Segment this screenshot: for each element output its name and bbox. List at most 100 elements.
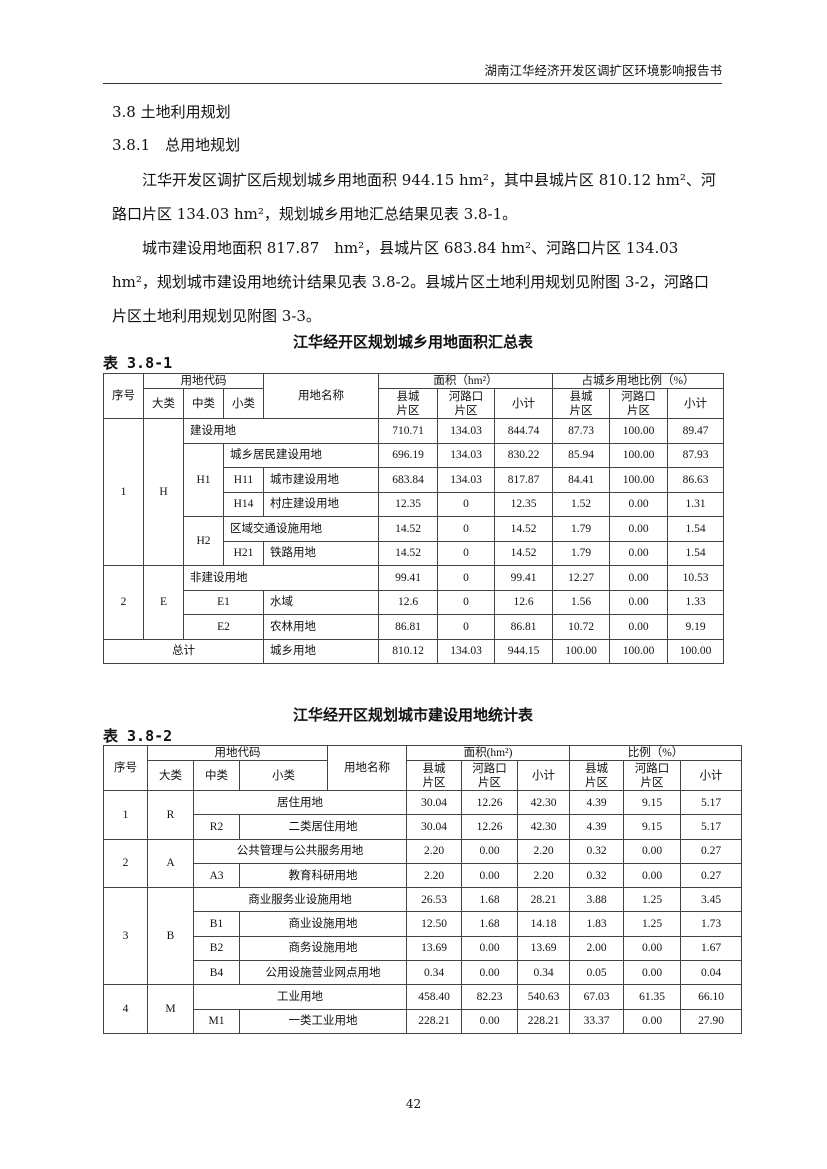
cell-value: 12.26 [461, 814, 518, 840]
cell-value: 9.15 [623, 814, 681, 840]
cell-major: B [147, 887, 194, 986]
cell-value: 2.20 [517, 838, 570, 864]
table-row: E2 农林用地 86.81 0 86.81 10.72 0.00 9.19 [104, 614, 725, 640]
header-ratio: 占城乡用地比例（%） [552, 373, 725, 389]
header-text: 河路口 [621, 390, 656, 403]
header-mid: 中类 [193, 760, 240, 791]
cell-value: 2.20 [406, 862, 462, 889]
cell-value: 100.00 [609, 638, 669, 664]
cell-value: 1.25 [623, 887, 681, 913]
table-row: M1 一类工业用地 228.21 0.00 228.21 33.37 0.00 27.90 [104, 1008, 743, 1034]
cell-value: 67.03 [569, 984, 624, 1010]
cell-value: 0.04 [679, 960, 743, 986]
cell-mid: H1 [183, 442, 224, 517]
cell-value: 12.26 [461, 789, 518, 816]
header-text: 县城 [569, 390, 593, 403]
header-text: 片区 [478, 776, 501, 789]
cell-value: 14.52 [378, 540, 438, 566]
header-text: 河路口 [472, 762, 507, 775]
header-text: 河路口 [634, 762, 670, 775]
cell-value: 33.37 [569, 1008, 624, 1034]
header-text: 片区 [569, 404, 593, 417]
cell-major: E [143, 565, 184, 640]
cell-mid: A3 [193, 862, 240, 889]
table-row: 总计 城乡用地 810.12 134.03 944.15 100.00 100.00 100.… [103, 638, 725, 664]
header-minor: 小类 [223, 388, 264, 419]
header-text: 片区 [585, 776, 608, 789]
header-seq: 序号 [103, 745, 148, 791]
cell-value: 1.31 [667, 491, 725, 517]
cell-value: 1.67 [679, 935, 743, 962]
cell-value: 42.30 [517, 789, 570, 816]
cell-name: 村庄建设用地 [263, 491, 379, 517]
cell-value: 134.03 [437, 638, 495, 664]
cell-value: 540.63 [517, 984, 570, 1010]
cell-value: 61.35 [623, 984, 681, 1010]
cell-value: 14.52 [378, 516, 438, 542]
cell-name: 城乡用地 [263, 638, 379, 664]
table2-number: 表 3.8-2 [103, 727, 173, 745]
cell-value: 1.52 [552, 491, 611, 517]
cell-name: 工业用地 [193, 984, 407, 1010]
cell-value: 2.00 [569, 935, 624, 962]
cell-value: 0 [437, 565, 495, 591]
cell-name: 二类居住用地 [239, 814, 407, 840]
cell-name: 一类工业用地 [239, 1008, 407, 1034]
cell-name: 公用设施营业网点用地 [239, 960, 407, 986]
cell-name: 商务设施用地 [239, 935, 407, 962]
cell-value: 13.69 [517, 935, 570, 962]
cell-value: 0.00 [609, 491, 669, 517]
cell-value: 844.74 [493, 418, 554, 444]
cell-value: 84.41 [552, 467, 611, 493]
cell-value: 9.15 [623, 789, 681, 816]
table1-caption: 江华经开区规划城乡用地面积汇总表 [292, 333, 533, 351]
cell-value: 12.50 [406, 911, 462, 937]
cell-value: 1.79 [552, 516, 611, 542]
cell-value: 0.00 [461, 960, 518, 986]
header-ratio: 比例（%） [568, 745, 743, 761]
cell-value: 82.23 [461, 984, 518, 1010]
table-row: 2 A 公共管理与公共服务用地 2.20 0.00 2.20 0.32 0.00 0.27 [103, 838, 743, 889]
cell-name: 铁路用地 [263, 540, 379, 566]
cell-value: 1.56 [552, 589, 611, 615]
cell-value: 0 [437, 614, 495, 640]
cell-name: 区域交通设施用地 [223, 516, 379, 542]
header-text: 河路口 [448, 390, 484, 403]
cell-value: 458.40 [406, 984, 462, 1010]
table-row: H2 区域交通设施用地 14.52 0 14.52 1.79 0.00 1.54 [104, 516, 725, 566]
cell-seq: 2 [103, 838, 148, 889]
header-major: 大类 [143, 388, 184, 419]
cell-value: 99.41 [378, 565, 438, 591]
cell-value: 1.54 [667, 540, 725, 566]
cell-value: 0.00 [461, 838, 518, 864]
cell-value: 944.15 [493, 638, 554, 664]
cell-value: 0.00 [623, 960, 681, 986]
cell-value: 86.81 [378, 614, 438, 640]
cell-value: 86.63 [667, 467, 725, 493]
cell-mid: H2 [183, 516, 224, 566]
cell-value: 5.17 [679, 814, 743, 840]
cell-value: 100.00 [552, 638, 611, 664]
cell-name: 农林用地 [263, 614, 379, 640]
cell-value: 10.72 [552, 614, 611, 640]
header-subtotal: 小计 [679, 760, 743, 791]
cell-value: 710.71 [378, 418, 438, 444]
cell-mid: B4 [193, 960, 240, 986]
table-3-8-1: 序号 用地代码 用地名称 面积（hm²） 占城乡用地比例（%） 大类 中类 小类 县城 片区 河路口… [103, 373, 725, 664]
cell-value: 3.45 [679, 887, 743, 913]
cell-value: 12.35 [493, 491, 554, 517]
header-county: 县城 片区 [552, 388, 611, 419]
header-helukou: 河路口 片区 [437, 388, 495, 419]
cell-value: 99.41 [493, 565, 554, 591]
header-major: 大类 [147, 760, 194, 791]
cell-value: 0.00 [623, 838, 681, 864]
header-seq: 序号 [103, 373, 144, 419]
cell-value: 0.27 [679, 838, 743, 864]
cell-value: 12.35 [378, 491, 438, 517]
table-row: B2 商务设施用地 13.69 0.00 13.69 2.00 0.00 1.67 [104, 935, 743, 962]
table-row: A3 教育科研用地 2.20 0.00 2.20 0.32 0.00 0.27 [104, 862, 743, 889]
header-text: 县城 [585, 762, 608, 775]
header-helukou: 河路口 片区 [461, 760, 518, 791]
cell-name: 水域 [263, 589, 379, 615]
cell-mid: B2 [193, 935, 240, 962]
